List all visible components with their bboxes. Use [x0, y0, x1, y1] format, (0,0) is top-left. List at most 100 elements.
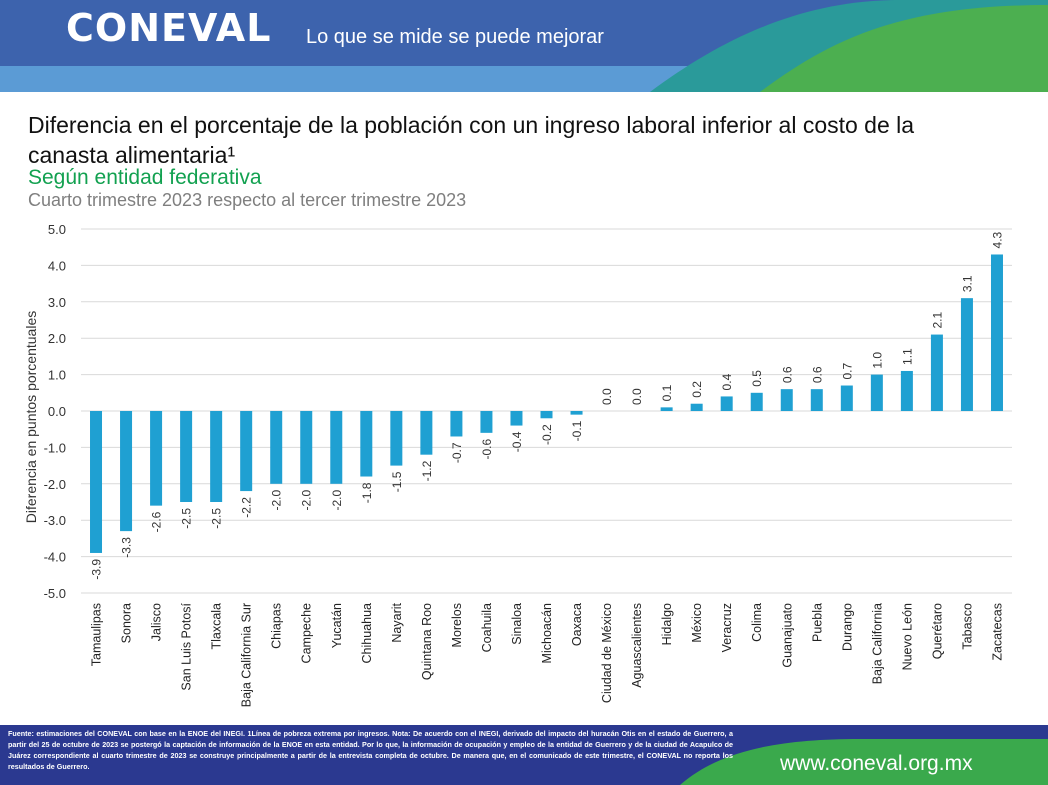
y-tick-label: 1.0 [48, 368, 66, 383]
x-category-label: Tamaulipas [90, 603, 104, 666]
footer-banner: Fuente: estimaciones del CONEVAL con bas… [0, 725, 1048, 785]
bar [960, 298, 973, 411]
bar-value-label: -2.6 [150, 511, 164, 532]
bar [180, 411, 193, 502]
x-category-label: Veracruz [720, 603, 734, 652]
bar-value-label: -3.3 [120, 537, 134, 558]
bar-value-label: -3.9 [90, 559, 104, 580]
bar [720, 396, 733, 411]
bar [330, 411, 343, 484]
bar-value-label: -0.2 [540, 424, 554, 445]
x-category-label: San Luis Potosí [180, 602, 194, 690]
bar [240, 411, 253, 492]
x-category-label: Puebla [810, 603, 824, 642]
x-category-label: Querétaro [930, 603, 944, 659]
bar-value-label: -0.1 [570, 420, 584, 441]
bar [810, 389, 823, 411]
x-category-label: Durango [840, 603, 854, 651]
y-tick-label: 0.0 [48, 404, 66, 419]
bar [420, 411, 433, 455]
x-category-label: Zacatecas [990, 603, 1004, 661]
bar [900, 370, 913, 411]
bar [990, 254, 1003, 411]
x-category-label: Sonora [120, 603, 134, 643]
bar-value-label: -0.4 [510, 431, 524, 452]
x-category-label: Oaxaca [570, 603, 584, 646]
coneval-logo: CONEVAL [66, 6, 272, 50]
bar-value-label: -2.0 [330, 489, 344, 510]
x-category-label: Campeche [300, 603, 314, 663]
bar [450, 411, 463, 437]
x-category-label: Tabasco [960, 603, 974, 650]
bar [210, 411, 223, 502]
bar [300, 411, 313, 484]
bar-value-label: -2.0 [300, 489, 314, 510]
header-banner: CONEVAL Lo que se mide se puede mejorar [0, 0, 1048, 92]
bar [120, 411, 133, 532]
y-tick-label: -1.0 [44, 440, 66, 455]
x-category-label: Chihuahua [360, 603, 374, 664]
chart-title: Diferencia en el porcentaje de la poblac… [28, 112, 915, 168]
x-category-label: Nayarit [390, 602, 404, 642]
x-category-label: Coahuila [480, 603, 494, 652]
y-tick-label: 2.0 [48, 331, 66, 346]
bar [390, 411, 403, 466]
bar [840, 385, 853, 411]
bar-value-label: -1.5 [390, 471, 404, 492]
y-tick-label: 4.0 [48, 258, 66, 273]
x-category-label: Jalisco [150, 603, 164, 641]
bar-value-label: -2.5 [210, 508, 224, 529]
y-tick-label: 5.0 [48, 222, 66, 237]
bar [270, 411, 283, 484]
bar-value-label: -1.2 [420, 460, 434, 481]
bar-value-label: 1.1 [900, 348, 914, 365]
y-tick-label: -4.0 [44, 550, 66, 565]
x-category-label: Guanajuato [780, 603, 794, 668]
chart-gridlines [81, 228, 1012, 594]
bar [870, 374, 883, 411]
bar-value-labels: -3.9 -3.3 -2.6 -2.5 -2.5 -2.2 -2.0 -2.0 -2.0 -1.8… [90, 231, 1005, 579]
x-category-label: Tlaxcala [210, 603, 224, 650]
bar-value-label: 0.0 [600, 388, 614, 405]
footer-background [0, 725, 1048, 785]
bar [510, 411, 523, 426]
y-tick-label: 3.0 [48, 295, 66, 310]
y-tick-label: -3.0 [44, 513, 66, 528]
bar-value-label: -2.2 [240, 497, 254, 518]
y-axis-label: Diferencia en puntos porcentuales [23, 311, 39, 523]
footer-green-swoosh [680, 739, 1048, 785]
x-category-label: Baja California Sur [240, 603, 254, 707]
y-tick-label: -5.0 [44, 586, 66, 601]
x-category-label: Nuevo León [900, 603, 914, 670]
header-tagline: Lo que se mide se puede mejorar [306, 26, 604, 48]
bar [480, 411, 493, 433]
header-green-swoosh [760, 5, 1048, 92]
bar-value-label: 0.5 [750, 370, 764, 387]
bar-value-label: 0.0 [630, 388, 644, 405]
bar-value-label: 0.6 [780, 366, 794, 383]
bar [150, 411, 163, 506]
y-axis-ticks: 5.0 4.0 3.0 2.0 1.0 0.0 -1.0 -2.0 -3.0 -4.0 -5.0 [44, 222, 66, 601]
bar-value-label: 0.2 [690, 381, 704, 398]
x-category-label: Michoacán [540, 603, 554, 663]
bar-value-label: -0.7 [450, 442, 464, 463]
bar [750, 392, 763, 411]
bar-value-label: -0.6 [480, 439, 494, 460]
x-category-label: Colima [750, 603, 764, 642]
x-category-label: Baja California [870, 603, 884, 684]
bar-value-label: 3.1 [960, 275, 974, 292]
x-category-label: Quintana Roo [420, 603, 434, 680]
footer-url-link[interactable]: www.coneval.org.mx [780, 752, 973, 775]
bar-value-label: -2.5 [180, 508, 194, 529]
bar-value-label: 1.0 [870, 352, 884, 369]
bar-value-label: 0.1 [660, 384, 674, 401]
x-category-label: Ciudad de México [600, 603, 614, 703]
bar-value-label: 4.3 [990, 231, 1004, 248]
x-category-label: Sinaloa [510, 603, 524, 645]
bar [660, 407, 673, 411]
chart-subtitle: Según entidad federativa [28, 166, 262, 189]
bar-value-label: 0.4 [720, 373, 734, 390]
bar [360, 411, 373, 477]
x-category-label: Chiapas [270, 603, 284, 649]
x-category-label: Hidalgo [660, 603, 674, 645]
